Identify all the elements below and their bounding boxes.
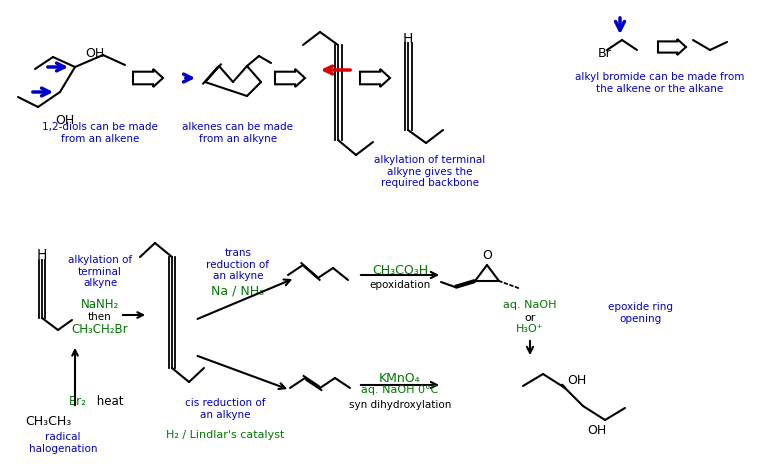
Text: Br: Br (598, 47, 611, 60)
Text: alkenes can be made
from an alkyne: alkenes can be made from an alkyne (182, 122, 293, 144)
Text: OH: OH (55, 114, 74, 127)
Text: alkylation of
terminal
alkyne: alkylation of terminal alkyne (68, 255, 132, 288)
Text: H₃O⁺: H₃O⁺ (516, 324, 543, 334)
Polygon shape (658, 39, 686, 55)
Text: epoxide ring
opening: epoxide ring opening (608, 302, 672, 324)
Text: or: or (524, 313, 536, 323)
Text: Na / NH₃: Na / NH₃ (212, 285, 265, 298)
Text: aq. NaOH: aq. NaOH (503, 300, 557, 310)
Text: OH: OH (587, 424, 606, 437)
Text: H: H (403, 32, 413, 46)
Text: epoxidation: epoxidation (369, 280, 431, 290)
Text: CH₃CH₂Br: CH₃CH₂Br (72, 323, 128, 336)
Text: then: then (88, 312, 112, 322)
Text: cis reduction of
an alkyne: cis reduction of an alkyne (185, 398, 266, 419)
Polygon shape (275, 69, 305, 87)
Text: CH₃CH₃: CH₃CH₃ (25, 415, 71, 428)
Text: OH: OH (85, 47, 104, 60)
Text: H: H (37, 248, 47, 262)
Text: alkylation of terminal
alkyne gives the
required backbone: alkylation of terminal alkyne gives the … (374, 155, 486, 188)
Text: H₂ / Lindlar's catalyst: H₂ / Lindlar's catalyst (166, 430, 284, 440)
Text: aq. NaOH 0°C: aq. NaOH 0°C (361, 385, 438, 395)
Text: Br₂: Br₂ (69, 395, 87, 408)
Text: OH: OH (567, 374, 586, 387)
Text: NaNH₂: NaNH₂ (81, 298, 119, 311)
Text: alkyl bromide can be made from
the alkene or the alkane: alkyl bromide can be made from the alken… (575, 72, 745, 93)
Text: heat: heat (93, 395, 124, 408)
Text: 1,2-diols can be made
from an alkene: 1,2-diols can be made from an alkene (42, 122, 158, 144)
Text: KMnO₄: KMnO₄ (379, 372, 421, 385)
Polygon shape (360, 69, 390, 87)
Text: trans
reduction of
an alkyne: trans reduction of an alkyne (206, 248, 269, 281)
Text: CH₃CO₃H: CH₃CO₃H (372, 264, 428, 277)
Text: radical
halogenation: radical halogenation (29, 432, 97, 454)
Text: syn dihydroxylation: syn dihydroxylation (349, 400, 451, 410)
Text: O: O (482, 249, 492, 262)
Polygon shape (133, 69, 163, 87)
